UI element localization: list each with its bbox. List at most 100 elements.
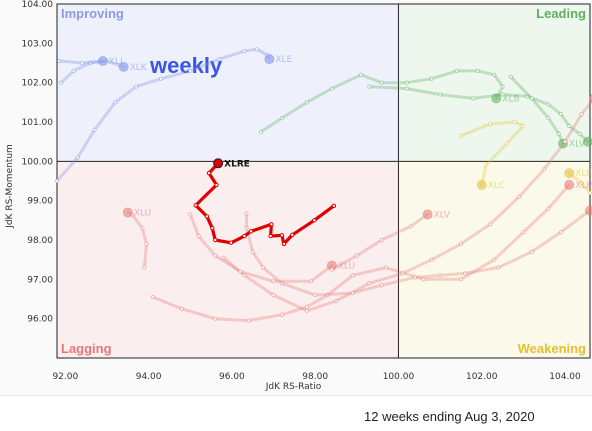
tail-point-xlp [546, 206, 551, 211]
tail-point-xly [404, 86, 409, 91]
tail-point-xlc [483, 163, 488, 168]
tail-head-xlc[interactable] [476, 179, 487, 190]
tail-head-xlf[interactable] [564, 168, 575, 179]
tail-point-xlp [246, 318, 251, 323]
x-tick-label: 102.00 [466, 372, 498, 382]
tail-point-xlp [529, 249, 534, 254]
tail-head-xlk[interactable] [118, 61, 129, 72]
tail-point-xle [113, 100, 118, 105]
tail-point-xlf [587, 190, 592, 195]
period-caption: 12 weeks ending Aug 3, 2020 [364, 409, 535, 424]
tail-point-xlp [244, 211, 249, 216]
tail-point-xli [429, 257, 434, 262]
tail-point-xlb [429, 76, 434, 81]
tail-point-xlre [331, 203, 337, 208]
tail-point-xlb [454, 68, 459, 73]
y-tick-label: 103.00 [22, 39, 54, 49]
tail-point-xlp [383, 265, 389, 270]
x-tick-label: 104.00 [549, 372, 581, 382]
tail-point-xlu [188, 212, 193, 217]
tail-point-xle [54, 178, 60, 184]
tail-point-xlv [354, 253, 359, 258]
quadrant-label-lagging: Lagging [61, 341, 112, 356]
tail-head-xli[interactable] [97, 56, 108, 67]
y-tick-label: 97.00 [27, 275, 53, 285]
tail-point-xlp [244, 226, 249, 231]
y-axis-title: JdK RS-Momentum [5, 144, 15, 229]
tail-point-xli [517, 194, 522, 199]
tail-point-xlc [512, 119, 518, 125]
tail-label-xlk: XLK [130, 63, 148, 73]
tail-point-xlc [521, 123, 526, 129]
tail-point-xlf [579, 180, 584, 186]
tail-point-xli [458, 241, 464, 247]
y-tick-label: 100.00 [22, 157, 54, 167]
tail-head-xli[interactable] [589, 93, 592, 103]
tail-label-xlb: XLB [502, 94, 519, 104]
tail-head-xlu[interactable] [122, 207, 133, 218]
tail-label-xli: XLI [109, 57, 123, 67]
quadrant-lagging [57, 161, 399, 358]
tail-point-xlre [279, 233, 285, 238]
tail-point-xlp [179, 306, 185, 311]
tail-point-xlv [546, 115, 551, 121]
tail-point-xlv [379, 237, 384, 243]
tail-point-xlre [210, 226, 215, 231]
tail-point-xle [75, 155, 80, 160]
tail-point-xly [558, 112, 563, 117]
tail-point-xli [221, 255, 226, 260]
rrg-chart[interactable]: Improving Leading Lagging Weakening 92.00 94.… [0, 0, 592, 395]
tail-point-xlv [556, 131, 561, 136]
tail-point-xle [134, 84, 139, 89]
tail-head-xlp[interactable] [585, 205, 592, 216]
tail-point-xle [188, 68, 193, 73]
tail-label-xlre: XLRE [224, 159, 250, 169]
tail-point-xlp [350, 291, 355, 296]
tail-point-xli [542, 167, 547, 172]
tail-point-xlp [279, 281, 284, 286]
tail-point-xlp [313, 292, 318, 298]
tail-head-xlv[interactable] [422, 209, 433, 220]
tail-point-xlc [487, 121, 493, 127]
tail-label-xlu: XLU [134, 208, 151, 218]
tail-point-xlb [475, 68, 480, 73]
tail-label-xlv: XLV [569, 140, 586, 150]
tail-point-xlp [325, 292, 330, 298]
tail-head-xly[interactable] [582, 136, 592, 147]
y-tick-label: 98.00 [27, 236, 53, 246]
tail-point-xlp [421, 277, 426, 282]
tail-point-xlp [492, 257, 497, 262]
tail-point-xly [471, 96, 476, 101]
tail-point-xli [271, 292, 276, 298]
tail-point-xlre [312, 218, 317, 223]
tail-point-xlre [214, 182, 219, 188]
tail-point-xlre [290, 232, 295, 238]
tail-point-xlp [379, 283, 384, 288]
tail-point-xlv [408, 224, 414, 229]
tail-head-xle[interactable] [264, 54, 275, 65]
tail-head-xlp[interactable] [564, 179, 575, 190]
tail-point-xlb [329, 86, 334, 91]
tail-head-xlre[interactable] [213, 158, 224, 169]
tail-label-xle: XLE [275, 55, 292, 65]
tail-label-xlc: XLC [488, 181, 505, 191]
tail-point-xle [242, 49, 247, 54]
tail-point-xli [304, 308, 309, 313]
tail-point-xlb [304, 100, 309, 105]
tail-head-xlb[interactable] [491, 93, 502, 104]
tail-point-xlre [228, 240, 234, 245]
tail-point-xlre [248, 229, 254, 234]
y-tick-label: 96.00 [27, 315, 53, 325]
tail-point-xlp [413, 275, 418, 280]
tail-point-xly [546, 102, 551, 107]
tail-point-xlb [492, 72, 497, 77]
tail-point-xli [487, 222, 493, 227]
tail-point-xlu [142, 265, 147, 270]
tail-point-xlb [258, 129, 264, 134]
tail-point-xlb [500, 84, 505, 89]
tail-point-xlu [308, 279, 314, 284]
y-tick-label: 104.00 [22, 0, 54, 10]
tail-point-xlp [279, 312, 284, 317]
tail-point-xlp [462, 271, 468, 276]
tail-point-xle [254, 47, 259, 52]
